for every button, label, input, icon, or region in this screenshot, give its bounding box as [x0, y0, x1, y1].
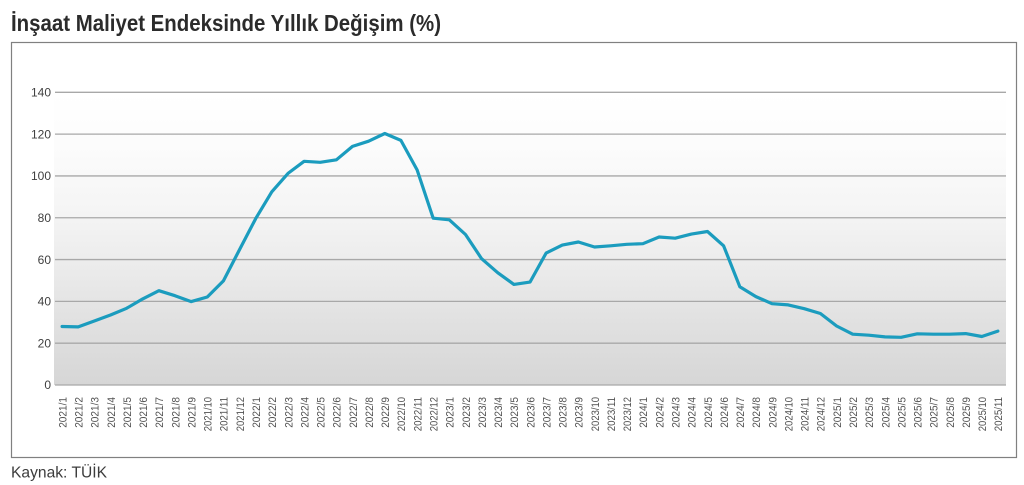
svg-text:2022/2: 2022/2 — [267, 397, 279, 428]
svg-text:2022/4: 2022/4 — [299, 397, 311, 428]
svg-text:2022/12: 2022/12 — [429, 397, 441, 431]
svg-text:2023/3: 2023/3 — [477, 397, 489, 428]
svg-text:2025/2: 2025/2 — [848, 397, 860, 428]
svg-text:2024/10: 2024/10 — [784, 397, 796, 431]
svg-text:2025/5: 2025/5 — [896, 397, 908, 428]
svg-text:2025/9: 2025/9 — [961, 397, 973, 428]
svg-text:2021/5: 2021/5 — [122, 397, 134, 428]
svg-text:2025/7: 2025/7 — [929, 397, 941, 428]
svg-text:2023/1: 2023/1 — [445, 397, 457, 428]
svg-text:2023/8: 2023/8 — [558, 397, 570, 428]
svg-text:2025/10: 2025/10 — [977, 397, 989, 431]
svg-text:2025/6: 2025/6 — [913, 397, 925, 428]
svg-text:100: 100 — [31, 169, 51, 183]
svg-text:0: 0 — [44, 378, 51, 392]
svg-text:2024/5: 2024/5 — [703, 397, 715, 428]
svg-text:2024/11: 2024/11 — [800, 397, 812, 431]
svg-text:140: 140 — [31, 86, 51, 100]
svg-text:2021/11: 2021/11 — [219, 397, 231, 431]
svg-text:120: 120 — [31, 127, 51, 141]
svg-text:2024/9: 2024/9 — [767, 397, 779, 428]
svg-text:2024/8: 2024/8 — [751, 397, 763, 428]
svg-text:2023/9: 2023/9 — [574, 397, 586, 428]
svg-text:2025/11: 2025/11 — [993, 397, 1005, 431]
svg-text:2024/4: 2024/4 — [687, 397, 699, 428]
svg-text:2022/9: 2022/9 — [380, 397, 392, 428]
svg-text:2022/11: 2022/11 — [412, 397, 424, 431]
svg-text:2024/3: 2024/3 — [671, 397, 683, 428]
svg-text:2022/10: 2022/10 — [396, 397, 408, 431]
svg-text:2021/1: 2021/1 — [57, 397, 69, 428]
svg-text:2024/12: 2024/12 — [816, 397, 828, 431]
svg-text:Kaynak: TÜİK: Kaynak: TÜİK — [11, 463, 107, 482]
svg-text:40: 40 — [38, 295, 52, 309]
svg-text:2023/7: 2023/7 — [541, 397, 553, 428]
svg-text:2025/4: 2025/4 — [880, 397, 892, 428]
svg-text:2024/6: 2024/6 — [719, 397, 731, 428]
svg-text:80: 80 — [38, 211, 52, 225]
svg-text:2023/10: 2023/10 — [590, 397, 602, 431]
svg-text:2022/8: 2022/8 — [364, 397, 376, 428]
svg-text:2022/1: 2022/1 — [251, 397, 263, 428]
svg-text:2025/8: 2025/8 — [945, 397, 957, 428]
svg-text:2021/9: 2021/9 — [187, 397, 199, 428]
svg-text:60: 60 — [38, 253, 52, 267]
svg-text:2022/3: 2022/3 — [283, 397, 295, 428]
svg-text:2023/11: 2023/11 — [606, 397, 618, 431]
svg-text:2021/7: 2021/7 — [154, 397, 166, 428]
svg-text:2023/6: 2023/6 — [525, 397, 537, 428]
svg-text:2021/6: 2021/6 — [138, 397, 150, 428]
svg-text:2021/10: 2021/10 — [203, 397, 215, 431]
svg-text:2023/4: 2023/4 — [493, 397, 505, 428]
svg-text:2023/5: 2023/5 — [509, 397, 521, 428]
svg-text:20: 20 — [38, 336, 52, 350]
svg-text:2023/2: 2023/2 — [461, 397, 473, 428]
svg-text:2025/1: 2025/1 — [832, 397, 844, 428]
svg-text:2022/6: 2022/6 — [332, 397, 344, 428]
svg-text:2025/3: 2025/3 — [864, 397, 876, 428]
svg-text:İnşaat Maliyet Endeksinde Yıll: İnşaat Maliyet Endeksinde Yıllık Değişim… — [11, 10, 441, 36]
svg-text:2022/5: 2022/5 — [316, 397, 328, 428]
svg-text:2024/2: 2024/2 — [654, 397, 666, 428]
svg-text:2023/12: 2023/12 — [622, 397, 634, 431]
svg-text:2021/3: 2021/3 — [90, 397, 102, 428]
svg-text:2021/12: 2021/12 — [235, 397, 247, 431]
svg-text:2021/8: 2021/8 — [170, 397, 182, 428]
svg-text:2022/7: 2022/7 — [348, 397, 360, 428]
svg-text:2021/4: 2021/4 — [106, 397, 118, 428]
svg-text:2021/2: 2021/2 — [74, 397, 86, 428]
svg-text:2024/7: 2024/7 — [735, 397, 747, 428]
svg-text:2024/1: 2024/1 — [638, 397, 650, 428]
